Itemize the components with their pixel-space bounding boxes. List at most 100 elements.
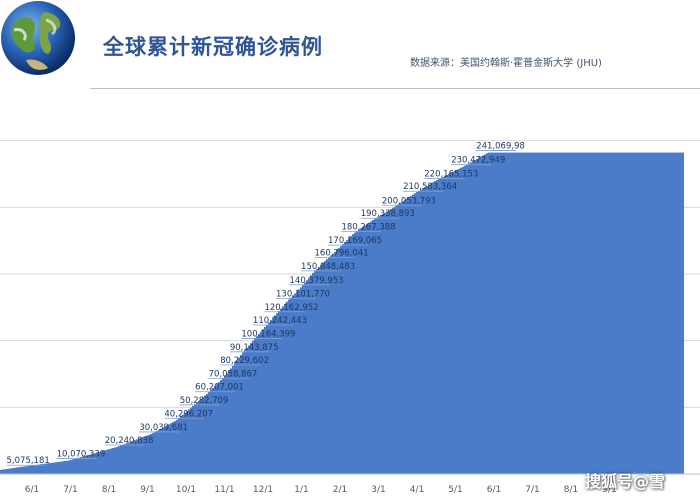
bar: [198, 400, 200, 474]
bar: [58, 461, 60, 474]
bar: [376, 217, 378, 474]
bar: [598, 152, 600, 474]
bar: [594, 152, 596, 474]
bar: [186, 411, 188, 474]
bar: [642, 152, 644, 474]
bar: [614, 152, 616, 474]
bar: [234, 363, 236, 474]
bar: [652, 152, 654, 474]
bar: [360, 228, 362, 474]
bar: [426, 186, 428, 475]
bar: [74, 458, 76, 474]
bar: [0, 469, 2, 474]
bar: [116, 446, 118, 474]
bar: [236, 360, 238, 474]
bar: [292, 295, 294, 474]
bar: [522, 152, 524, 474]
bar: [394, 206, 396, 474]
milestone-label: 100,164,399: [241, 329, 295, 339]
bar: [166, 425, 168, 474]
bar: [240, 354, 242, 474]
bar: [646, 152, 648, 474]
bar: [48, 463, 50, 474]
bar: [600, 152, 602, 474]
bar: [654, 152, 656, 474]
bar: [674, 152, 676, 474]
bar: [372, 220, 374, 474]
bar: [602, 152, 604, 474]
bar: [192, 405, 194, 474]
bar: [248, 345, 250, 474]
bar: [506, 152, 508, 474]
bar: [118, 446, 120, 474]
watermark: 搜狐号@雪: [585, 472, 666, 491]
bar: [150, 434, 152, 474]
bar: [560, 152, 562, 474]
bar: [606, 152, 608, 474]
bar: [178, 418, 180, 474]
bar: [474, 160, 476, 474]
bar: [538, 152, 540, 474]
bar: [444, 175, 446, 475]
milestone-label: 241,069,98: [476, 142, 525, 152]
bar: [422, 188, 424, 474]
milestone-label: 20,240,838: [105, 436, 154, 446]
bar: [406, 198, 408, 475]
bar: [648, 152, 650, 474]
bar: [172, 422, 174, 474]
bar: [662, 152, 664, 474]
bar: [528, 152, 530, 474]
bar: [318, 267, 320, 474]
bar: [16, 467, 18, 474]
bar: [72, 459, 74, 474]
bar: [492, 152, 494, 474]
bar: [190, 407, 192, 474]
bar: [610, 152, 612, 474]
milestone-label: 50,282,709: [180, 396, 229, 406]
bar: [26, 466, 28, 474]
bar: [586, 152, 588, 474]
bar: [486, 153, 488, 474]
bar: [396, 205, 398, 475]
bar: [540, 152, 542, 474]
bar: [550, 152, 552, 474]
bar: [628, 152, 630, 474]
bar: [448, 173, 450, 474]
bar: [658, 152, 660, 474]
bar: [412, 194, 414, 474]
bar: [424, 187, 426, 474]
bar: [490, 152, 492, 474]
bar: [14, 467, 16, 474]
bar: [288, 299, 290, 474]
bar: [548, 152, 550, 474]
bar: [332, 253, 334, 474]
bar: [470, 162, 472, 474]
milestone-label: 120,162,952: [264, 303, 318, 313]
bar: [262, 329, 264, 474]
bar: [324, 261, 326, 474]
x-tick-label: 5/1: [448, 485, 462, 495]
bar: [200, 399, 202, 474]
bar: [134, 440, 136, 474]
bar: [312, 272, 314, 474]
bar: [46, 463, 48, 474]
bar: [18, 467, 20, 474]
bar: [266, 324, 268, 474]
bar: [404, 199, 406, 474]
bar: [402, 201, 404, 474]
bar: [252, 340, 254, 474]
bar: [64, 461, 66, 474]
bar: [664, 152, 666, 474]
bar: [170, 423, 172, 474]
bar: [208, 391, 210, 474]
bar: [174, 421, 176, 474]
bar: [452, 171, 454, 474]
bar: [34, 465, 36, 474]
bar: [232, 365, 234, 474]
bar: [24, 466, 26, 474]
bar: [512, 152, 514, 474]
bar: [454, 170, 456, 474]
bar: [608, 152, 610, 474]
bar: [156, 430, 158, 474]
bar: [388, 210, 390, 475]
